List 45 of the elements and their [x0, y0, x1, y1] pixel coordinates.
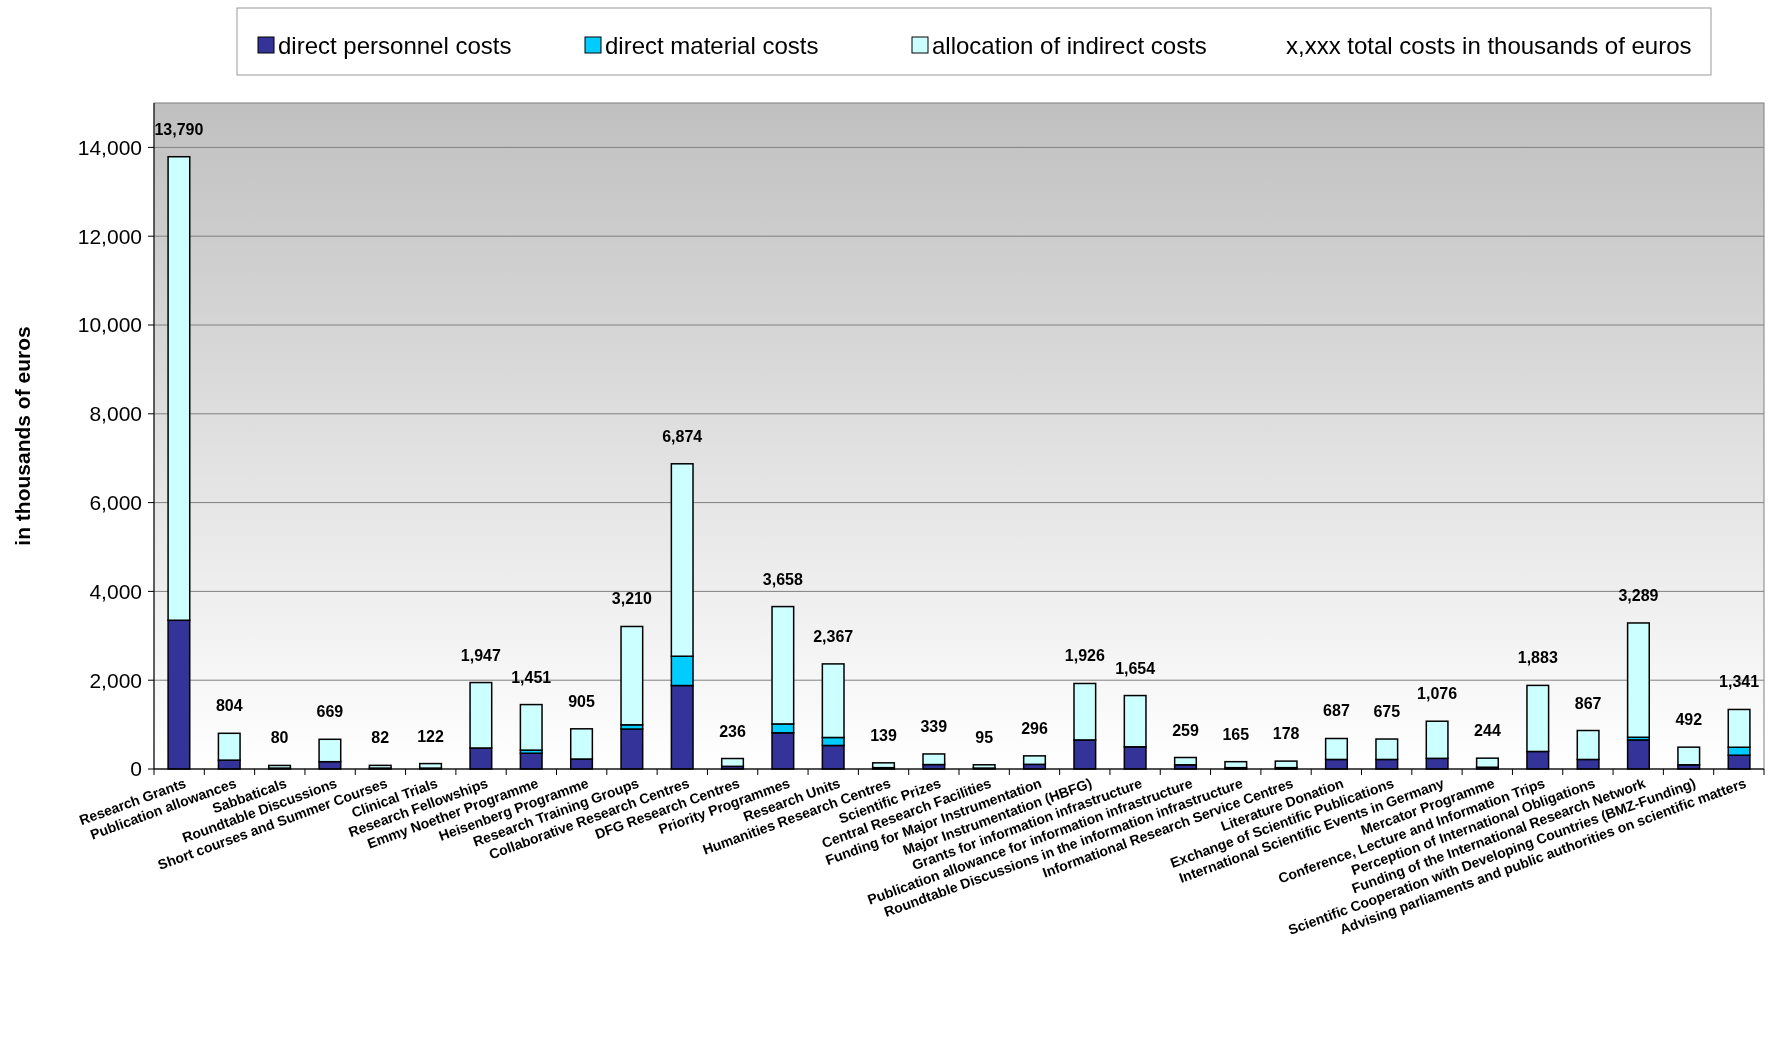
total-label: 1,947: [460, 646, 501, 664]
total-label: 236: [719, 722, 746, 740]
y-tick-label: 8,000: [89, 402, 142, 426]
total-label: 244: [1474, 722, 1501, 740]
legend-label: direct material costs: [605, 32, 819, 60]
total-label: 675: [1373, 703, 1401, 721]
total-label: 6,874: [662, 427, 703, 445]
total-label: 1,341: [1719, 673, 1760, 691]
total-label: 3,289: [1618, 586, 1659, 604]
total-label: 669: [316, 703, 344, 721]
y-tick-label: 14,000: [77, 135, 142, 159]
text: x,xxx total costs in thousands of euros: [1286, 32, 1692, 60]
y-tick-label: 10,000: [77, 313, 142, 337]
total-label: 2,367: [813, 627, 854, 645]
y-tick-label: 0: [130, 757, 142, 781]
total-label: 82: [371, 729, 390, 747]
total-label: 905: [568, 692, 595, 710]
total-label: 687: [1323, 702, 1350, 720]
total-label: 296: [1021, 719, 1048, 737]
total-label: 867: [1574, 694, 1602, 712]
y-tick-label: 6,000: [89, 490, 142, 514]
total-label: 1,926: [1064, 647, 1105, 665]
total-label: 95: [975, 728, 994, 746]
total-label: 13,790: [154, 120, 204, 138]
total-label: 122: [417, 727, 444, 745]
legend-label: direct personnel costs: [278, 32, 512, 60]
total-label: 178: [1272, 725, 1300, 743]
y-tick-label: 4,000: [89, 579, 142, 603]
total-label: 1,451: [511, 668, 552, 686]
y-tick-label: 2,000: [89, 668, 142, 692]
y-tick-label: 12,000: [77, 224, 142, 248]
total-label: 492: [1675, 711, 1703, 729]
total-label: 3,658: [762, 570, 803, 588]
total-label: 1,076: [1417, 685, 1458, 703]
total-label: 259: [1172, 721, 1199, 739]
total-label: 139: [870, 726, 897, 744]
legend-label: allocation of indirect costs: [932, 32, 1207, 60]
total-label: 804: [215, 697, 243, 715]
total-label: 1,883: [1517, 649, 1558, 667]
total-label: 165: [1222, 725, 1250, 743]
total-label: 80: [270, 729, 289, 747]
total-label: 1,654: [1115, 659, 1156, 677]
total-label: 339: [920, 717, 948, 735]
total-label: 3,210: [611, 590, 652, 608]
y-axis-title: in thousands of euros: [11, 326, 34, 546]
